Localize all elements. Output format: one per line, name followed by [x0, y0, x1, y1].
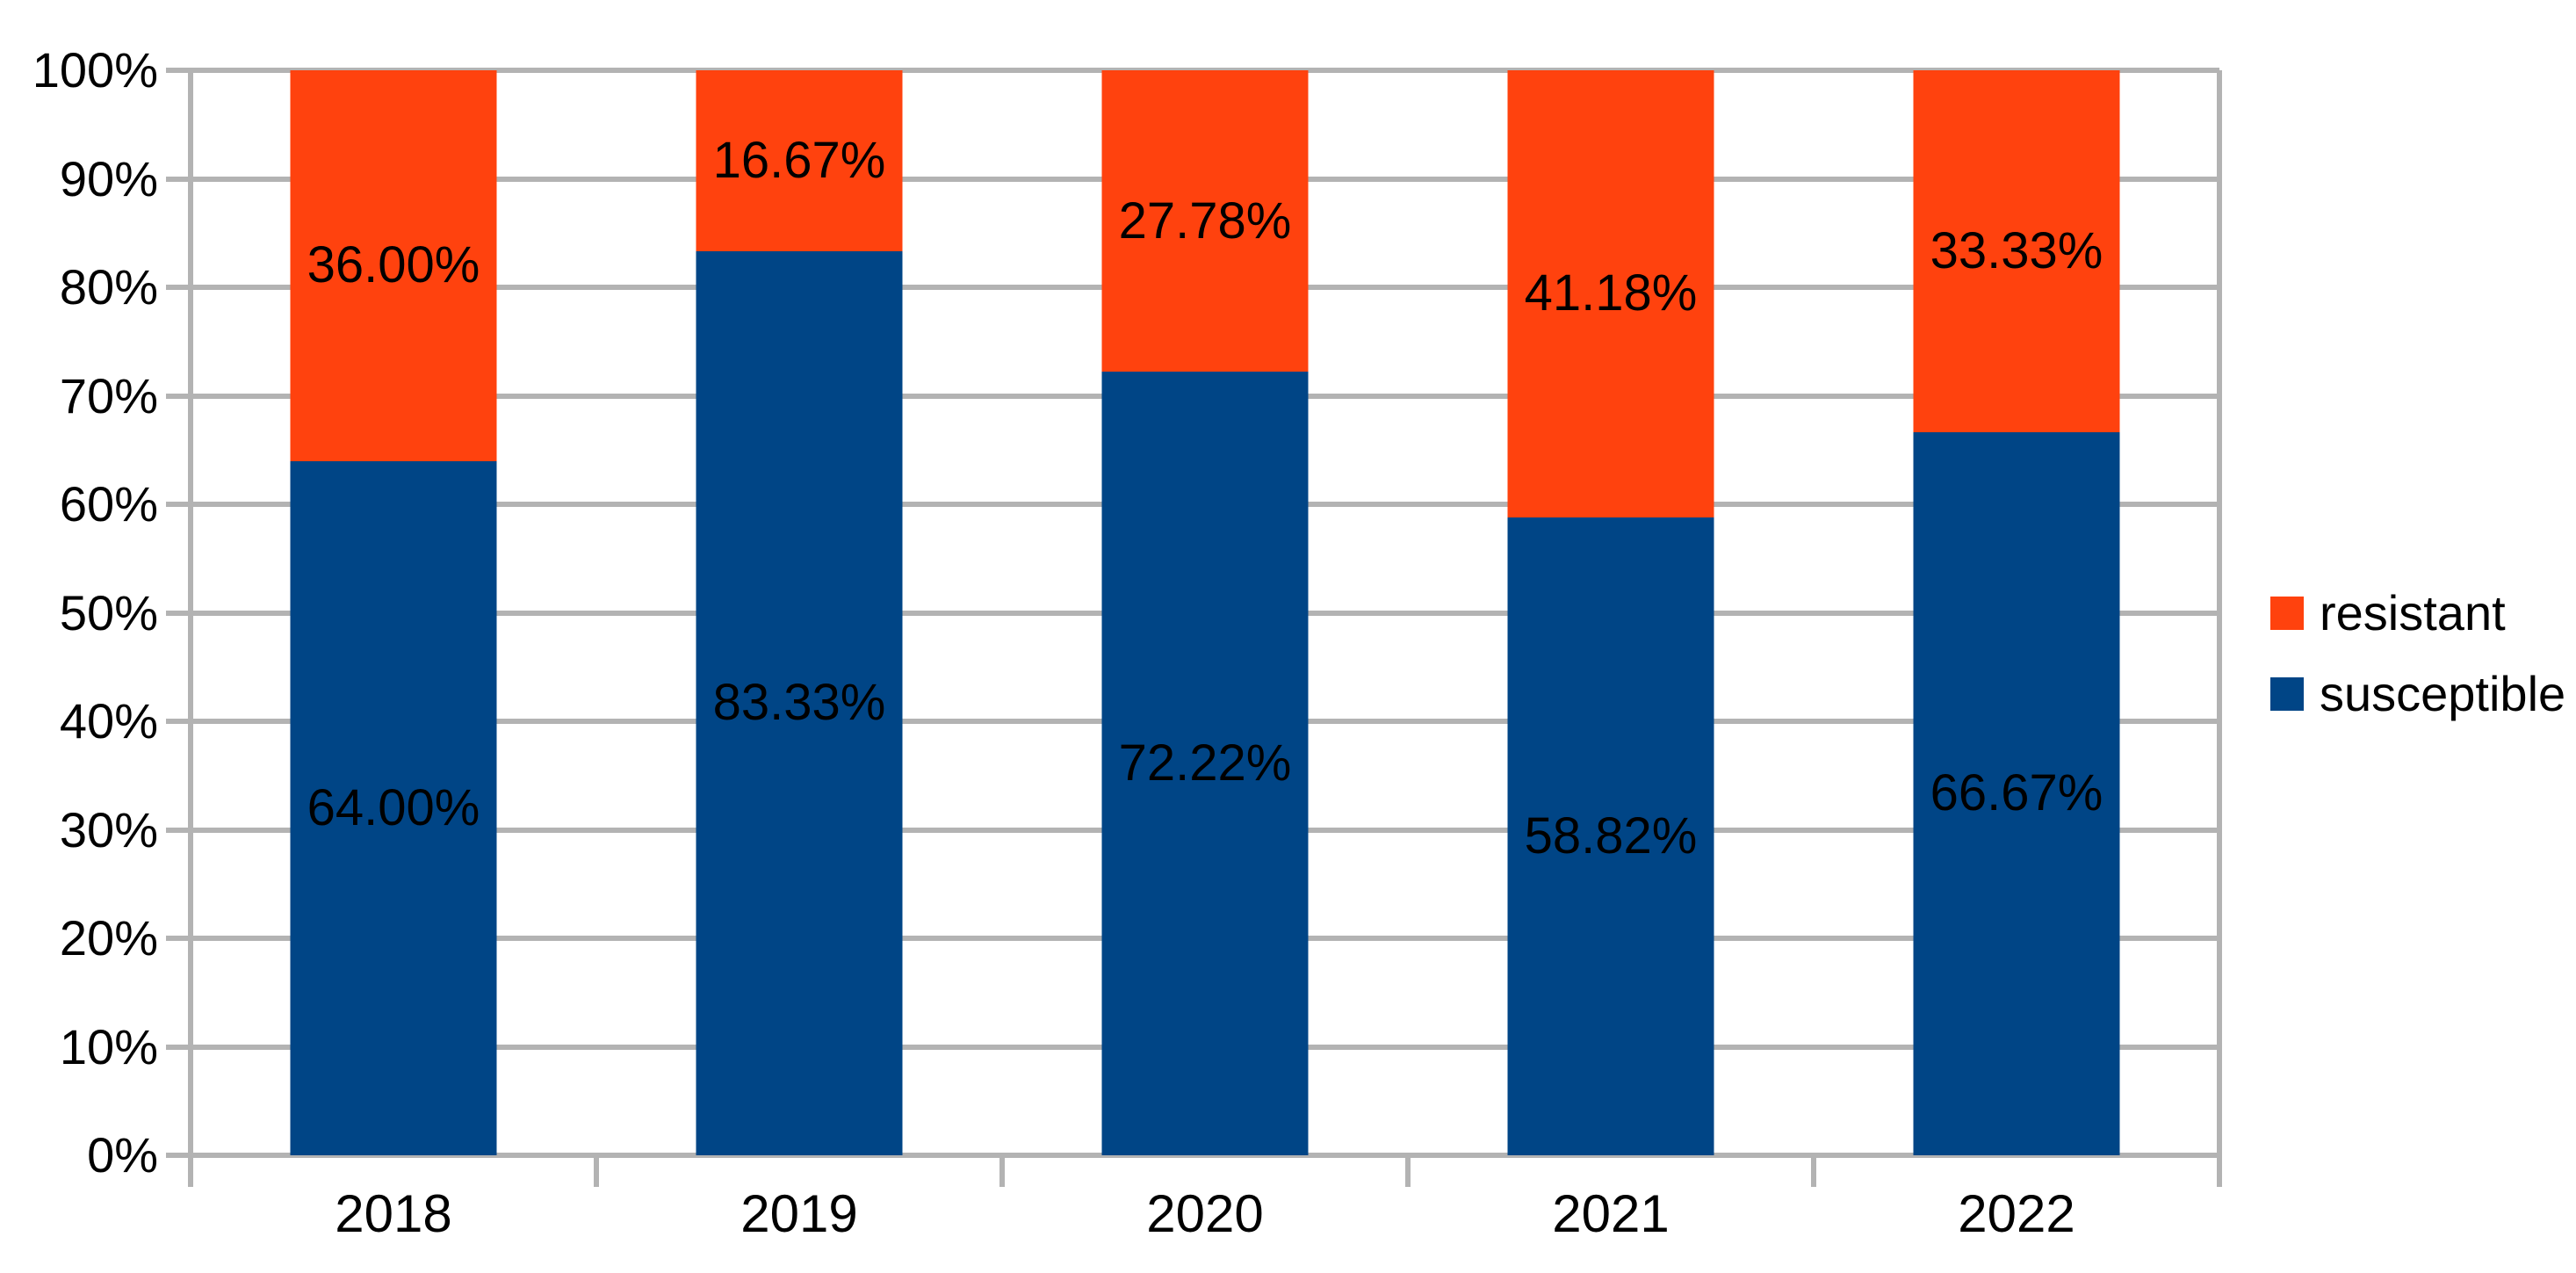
x-axis-category-label: 2019 — [740, 1184, 858, 1243]
y-axis-tick — [166, 827, 191, 833]
bar-column-2019: 83.33% 16.67% — [596, 70, 1002, 1155]
y-axis-tick-label: 90% — [59, 150, 158, 206]
bar-data-label-resistant: 27.78% — [1118, 192, 1292, 250]
bar-segment-susceptible: 58.82% — [1507, 517, 1714, 1155]
bar-column-2020: 72.22% 27.78% — [1002, 70, 1408, 1155]
bar-segment-resistant: 16.67% — [696, 70, 903, 251]
x-axis-tick — [188, 1155, 193, 1187]
x-axis-category-label: 2022 — [1958, 1184, 2075, 1243]
bar-column-2018: 64.00% 36.00% — [191, 70, 596, 1155]
y-axis-tick-label: 40% — [59, 693, 158, 749]
stacked-bar-2018: 64.00% 36.00% — [290, 70, 497, 1155]
legend-entry-susceptible: susceptible — [2270, 669, 2565, 719]
bar-data-label-resistant: 16.67% — [712, 131, 886, 189]
bar-segment-susceptible: 83.33% — [696, 250, 903, 1155]
bar-data-label-susceptible: 72.22% — [1118, 734, 1292, 792]
bar-segment-resistant: 41.18% — [1507, 70, 1714, 517]
bar-data-label-susceptible: 58.82% — [1524, 806, 1698, 864]
y-axis-tick — [166, 936, 191, 941]
plot-area: 64.00% 36.00% 83.33% 16.67% 72.22% 27.78% 58.8… — [191, 68, 2219, 1158]
bar-segment-resistant: 27.78% — [1101, 70, 1309, 372]
y-axis-tick-label: 10% — [59, 1018, 158, 1074]
y-axis-tick — [166, 502, 191, 507]
bar-data-label-susceptible: 83.33% — [712, 674, 886, 732]
y-axis-tick — [166, 393, 191, 399]
bar-data-label-susceptible: 64.00% — [307, 778, 480, 836]
bar-data-label-resistant: 33.33% — [1930, 221, 2103, 279]
x-axis-tick — [594, 1155, 599, 1187]
legend-label: resistant — [2320, 585, 2506, 640]
bar-segment-susceptible: 64.00% — [290, 460, 497, 1155]
y-axis-tick-label: 30% — [59, 801, 158, 857]
y-axis-tick-label: 60% — [59, 476, 158, 532]
x-axis-ticks-group — [188, 1155, 2222, 1187]
y-axis-tick-label: 70% — [59, 367, 158, 423]
y-axis-tick — [166, 285, 191, 290]
legend-color-swatch-susceptible — [2270, 677, 2304, 711]
stacked-bar-2021: 58.82% 41.18% — [1507, 70, 1714, 1155]
bar-column-2021: 58.82% 41.18% — [1408, 70, 1814, 1155]
legend-entry-resistant: resistant — [2270, 589, 2565, 638]
y-axis-tick-labels-group: 0% 10% 20% 30% 40% 50% 60% 70% 80% 90% 100% — [0, 46, 158, 1180]
y-axis-tick — [166, 68, 191, 73]
stacked-bar-2022: 66.67% 33.33% — [1913, 70, 2120, 1155]
x-axis-tick — [1405, 1155, 1411, 1187]
legend-color-swatch-resistant — [2270, 597, 2304, 630]
y-axis-tick — [166, 176, 191, 182]
y-axis-tick — [166, 719, 191, 724]
y-axis-tick — [166, 1044, 191, 1050]
stacked-bar-2019: 83.33% 16.67% — [696, 70, 903, 1155]
bar-segment-resistant: 33.33% — [1913, 70, 2120, 432]
legend-label: susceptible — [2320, 666, 2566, 721]
bar-data-label-susceptible: 66.67% — [1930, 764, 2103, 822]
bar-segment-susceptible: 66.67% — [1913, 431, 2120, 1155]
y-axis-tick-label: 0% — [87, 1127, 158, 1183]
y-axis-tick-label: 80% — [59, 259, 158, 315]
x-axis-tick — [1811, 1155, 1816, 1187]
bar-data-label-resistant: 36.00% — [307, 236, 480, 294]
y-axis-tick — [166, 610, 191, 616]
x-axis-tick — [999, 1155, 1005, 1187]
x-axis-category-label: 2020 — [1146, 1184, 1264, 1243]
x-axis-tick — [2217, 1155, 2222, 1187]
y-axis-ticks-group — [166, 68, 191, 1158]
x-axis-category-label: 2018 — [335, 1184, 452, 1243]
y-axis-tick-label: 20% — [59, 910, 158, 966]
gridline — [191, 68, 2219, 73]
x-axis-category-labels-group: 2018 2019 2020 2021 2022 — [191, 1188, 2219, 1240]
y-axis-line — [188, 70, 193, 1186]
bar-data-label-resistant: 41.18% — [1524, 264, 1698, 322]
x-axis-line — [191, 1153, 2219, 1158]
y-axis-tick — [166, 1153, 191, 1158]
bars-group: 64.00% 36.00% 83.33% 16.67% 72.22% 27.78% 58.8… — [191, 70, 2219, 1155]
y-axis-tick-label: 100% — [32, 42, 158, 98]
stacked-bar-2020: 72.22% 27.78% — [1101, 70, 1309, 1155]
bar-segment-susceptible: 72.22% — [1101, 372, 1309, 1155]
x-axis-category-label: 2021 — [1552, 1184, 1670, 1243]
chart-legend: resistant susceptible — [2270, 589, 2565, 719]
bar-column-2022: 66.67% 33.33% — [1814, 70, 2219, 1155]
bar-segment-resistant: 36.00% — [290, 70, 497, 461]
y-axis-tick-label: 50% — [59, 584, 158, 640]
plot-right-border — [2217, 70, 2222, 1155]
